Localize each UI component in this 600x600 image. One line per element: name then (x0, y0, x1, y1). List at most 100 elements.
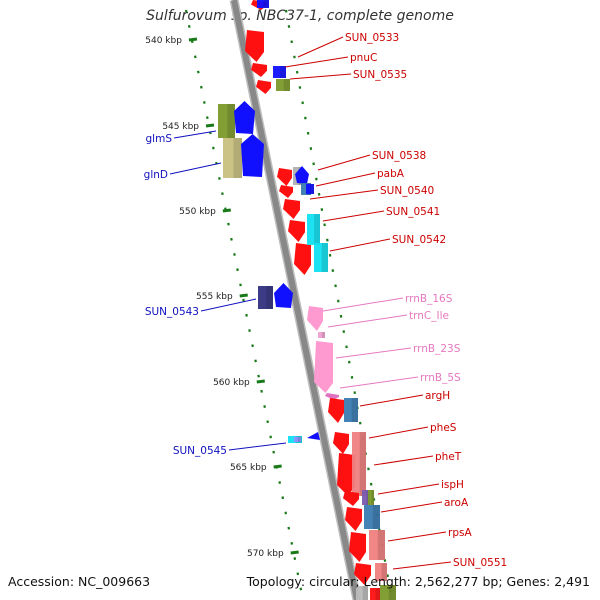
leader-line (392, 561, 452, 570)
leader-line (315, 172, 376, 187)
leader-line (329, 238, 391, 252)
tick-mark (188, 37, 198, 42)
cds-arrow (283, 199, 300, 219)
gene-label: ispH (441, 479, 464, 491)
tick-label: 570 kbp (247, 549, 284, 559)
cog-block-shade (233, 138, 242, 178)
cds-arrow (277, 168, 292, 186)
cog-block (352, 432, 366, 496)
rrna-arrow (307, 306, 323, 331)
cog-block (370, 588, 380, 600)
rrna-arrow (314, 341, 333, 393)
cog-block (364, 505, 380, 529)
cog-block-shade (388, 585, 396, 600)
trna-block-shade (321, 332, 325, 338)
cds-arrow (274, 283, 293, 308)
gene-label: SUN_0540 (380, 185, 434, 197)
gene-label: rrnB_23S (413, 343, 461, 355)
cog-block (307, 214, 320, 245)
tick-mark (273, 464, 282, 469)
tick-label: 560 kbp (213, 378, 250, 388)
cog-block (356, 586, 368, 600)
leader-line (377, 483, 440, 495)
cog-block-shade (297, 437, 301, 442)
cog-block-shade (310, 184, 314, 194)
cog-block (314, 243, 328, 272)
gene-label: SUN_0533 (345, 32, 399, 44)
cds-arrow (343, 491, 359, 506)
cog-block-shade (266, 286, 273, 309)
tick-label: 545 kbp (162, 122, 199, 132)
cog-block (344, 398, 358, 422)
cog-block-shade (377, 530, 385, 560)
cog-block (294, 437, 301, 442)
gene-label: trnC_Ile (409, 310, 449, 322)
cog-block (257, 0, 269, 8)
cds-arrow (256, 80, 271, 94)
cog-block-shade (263, 0, 269, 8)
cds-arrow (295, 166, 309, 184)
gene-label: glmS (146, 133, 173, 145)
cog-block (380, 585, 396, 600)
leader-line (373, 455, 434, 466)
cog-block-shade (321, 243, 328, 272)
tick-label: 550 kbp (179, 207, 216, 217)
tick-mark (290, 550, 299, 555)
cds-arrow (345, 507, 362, 531)
trna-block (318, 332, 325, 338)
cog-block-shade (372, 505, 380, 529)
cds-arrow (337, 453, 355, 496)
gene-label: pheT (435, 451, 462, 463)
cog-block-shade (375, 588, 380, 600)
leader-line (322, 210, 385, 222)
leader-line (387, 531, 447, 542)
tick-mark (239, 293, 248, 298)
leader-line (339, 376, 419, 389)
leader-line (380, 501, 443, 513)
cog-block-shade (359, 432, 366, 496)
cds-arrow (288, 220, 305, 242)
cog-block (362, 490, 370, 505)
cog-block (375, 563, 387, 581)
cog-block-shade (371, 490, 374, 505)
tick-mark (256, 379, 265, 384)
gene-label: SUN_0543 (145, 306, 199, 318)
cds-arrow (251, 63, 267, 77)
cog-block-shade (362, 586, 368, 600)
gene-label: rpsA (448, 527, 472, 539)
accession-text: Accession: NC_009663 (8, 574, 151, 589)
cds-arrow (354, 563, 371, 585)
cog-block (218, 104, 235, 138)
backbone-line (231, 0, 360, 600)
gene-label: pheS (430, 422, 457, 434)
cog-block-shade (280, 66, 286, 78)
leader-line (368, 426, 429, 439)
cds-arrow (333, 432, 349, 454)
cog-block (369, 530, 385, 560)
leader-line (173, 130, 217, 139)
cog-block-shade (314, 214, 320, 245)
gene-label: SUN_0545 (173, 445, 227, 457)
cds-arrow (245, 30, 264, 62)
cog-block (306, 184, 314, 194)
leader-line (327, 314, 408, 328)
leader-line (359, 394, 424, 407)
cds-arrow (349, 532, 366, 562)
cog-block-shade (351, 398, 358, 422)
cds-arrow (307, 432, 320, 440)
tick-label: 540 kbp (145, 36, 182, 46)
leader-line (200, 298, 257, 312)
cog-block (258, 286, 273, 309)
gene-label: rrnB_16S (405, 293, 453, 305)
gene-label: glnD (144, 169, 168, 181)
leader-line (322, 297, 404, 312)
cds-arrow (328, 398, 344, 423)
leader-line (289, 73, 352, 80)
leader-line (335, 347, 412, 359)
cds-arrow (241, 134, 264, 177)
cog-block-shade (283, 79, 290, 91)
gene-label: pabA (377, 168, 405, 180)
cog-block-shade (381, 563, 387, 581)
cog-block (368, 490, 374, 505)
